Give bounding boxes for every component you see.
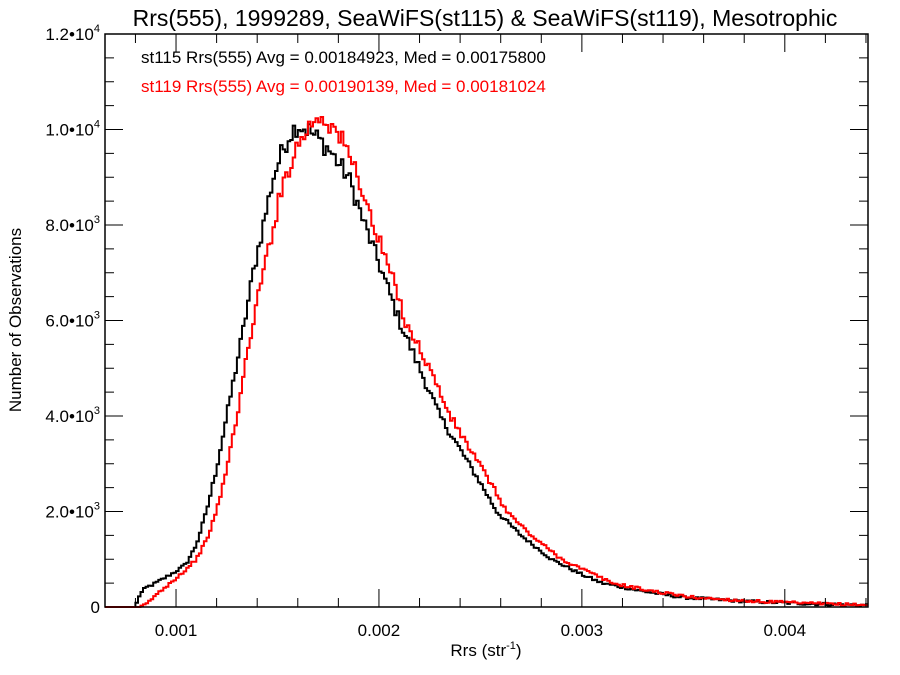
y-tick-label: 4.0•103 xyxy=(45,405,100,426)
y-tick-label-exponent: 4 xyxy=(94,119,100,131)
y-tick-label-mantissa: 0 xyxy=(91,598,100,617)
series-layer xyxy=(105,116,868,608)
y-tick-label: 2.0•103 xyxy=(45,501,100,522)
y-tick-label-mantissa: 8.0•10 xyxy=(45,216,94,235)
y-tick-label-exponent: 3 xyxy=(94,310,100,322)
y-tick-label-mantissa: 1.0•10 xyxy=(45,121,94,140)
y-tick-label-mantissa: 4.0•10 xyxy=(45,407,94,426)
legend-entry-st119: st119 Rrs(555) Avg = 0.00190139, Med = 0… xyxy=(141,77,546,96)
y-tick-label: 6.0•103 xyxy=(45,310,100,331)
y-tick-label-mantissa: 2.0•10 xyxy=(45,503,94,522)
x-axis-label-suffix: ) xyxy=(516,641,522,660)
x-axis-label-superscript: -1 xyxy=(506,640,516,652)
y-tick-label: 1.0•104 xyxy=(45,119,100,140)
x-axis-label-main: Rrs (str xyxy=(450,641,506,660)
y-axis: 02.0•1034.0•1036.0•1038.0•1031.0•1041.2•… xyxy=(45,23,868,617)
y-tick-label-exponent: 3 xyxy=(94,405,100,417)
x-tick-label: 0.001 xyxy=(155,621,198,640)
x-axis: 0.001 0.002 0.003 0.004 xyxy=(134,34,867,640)
y-tick-label: 8.0•103 xyxy=(45,214,100,235)
legend-entry-st115: st115 Rrs(555) Avg = 0.00184923, Med = 0… xyxy=(141,48,546,67)
y-tick-label-exponent: 3 xyxy=(94,214,100,226)
y-tick-label: 0 xyxy=(91,598,100,617)
histogram-series-st119 xyxy=(105,116,868,608)
y-tick-label-exponent: 3 xyxy=(94,501,100,513)
x-tick-label: 0.004 xyxy=(764,621,807,640)
x-tick-label: 0.003 xyxy=(561,621,604,640)
y-tick-label: 1.2•104 xyxy=(45,23,100,44)
x-tick-label: 0.002 xyxy=(358,621,401,640)
y-tick-label-mantissa: 6.0•10 xyxy=(45,312,94,331)
y-axis-label: Number of Observations xyxy=(6,228,25,412)
plot-frame xyxy=(104,33,869,608)
y-tick-label-mantissa: 1.2•10 xyxy=(45,25,94,44)
histogram-series-st115 xyxy=(105,123,868,608)
chart-title: Rrs(555), 1999289, SeaWiFS(st115) & SeaW… xyxy=(133,5,838,31)
y-tick-label-exponent: 4 xyxy=(94,23,100,35)
x-axis-label: Rrs (str-1) xyxy=(450,640,521,660)
